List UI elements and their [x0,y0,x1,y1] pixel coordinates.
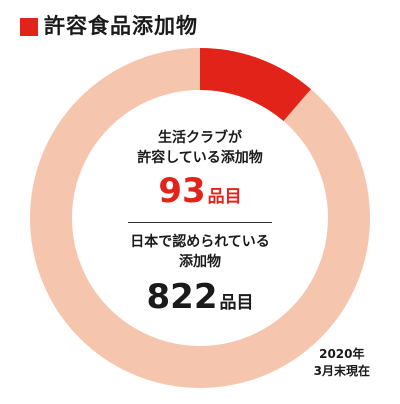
date-note: 2020年 3月末現在 [314,346,370,380]
title-marker [20,17,38,36]
approved-summary: 日本で認められている 添加物 822 品目 [110,232,290,314]
chart-title: 許容食品添加物 [20,16,198,37]
approved-unit: 品目 [219,293,254,313]
permitted-label-line-2: 許容している添加物 [137,150,263,166]
date-note-line-1: 2020年 [319,347,365,361]
approved-count-row: 822 品目 [110,280,290,314]
approved-count: 822 [146,277,218,317]
date-note-line-2: 3月末現在 [313,364,370,378]
permitted-summary: 生活クラブが 許容している添加物 93 品目 [110,128,290,208]
donut-slice-approved [30,48,370,388]
chart-title-text: 許容食品添加物 [44,14,198,38]
permitted-count: 93 [158,171,206,211]
approved-label-line-2: 添加物 [179,254,221,270]
permitted-label-line-1: 生活クラブが [158,130,242,146]
permitted-count-row: 93 品目 [110,174,290,208]
donut-slice-permitted [200,48,311,122]
permitted-unit: 品目 [207,187,242,207]
center-divider [128,222,272,223]
approved-label-line-1: 日本で認められている [130,234,270,250]
